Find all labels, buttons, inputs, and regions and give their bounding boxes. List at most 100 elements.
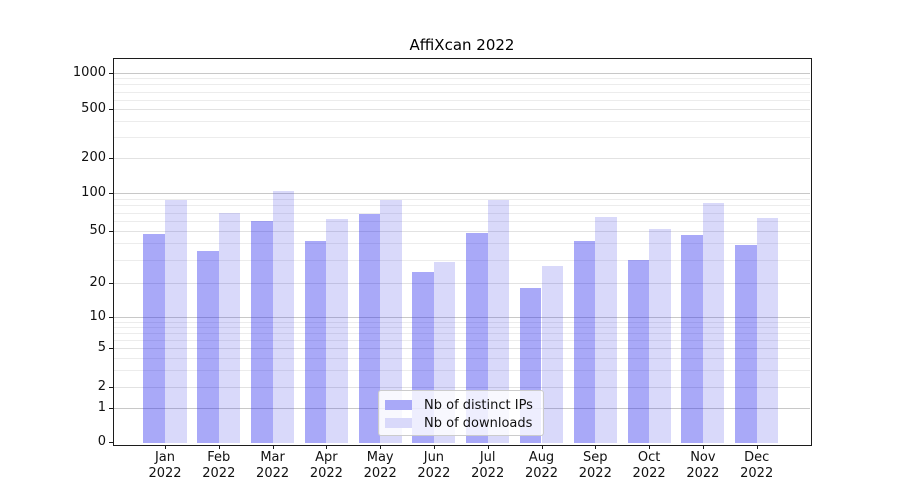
x-tick-label-dec: Dec 2022 xyxy=(740,450,774,481)
y-gridline-minor xyxy=(114,91,810,93)
x-tick xyxy=(218,445,220,449)
x-tick xyxy=(595,445,597,449)
y-tick xyxy=(109,72,113,74)
bar-downloads-jan xyxy=(165,199,187,443)
x-tick-label-apr: Apr 2022 xyxy=(309,450,343,481)
y-tick-label: 1 xyxy=(97,400,106,416)
legend-swatch-downloads xyxy=(385,418,412,428)
y-gridline-minor xyxy=(114,205,810,207)
y-tick-label: 200 xyxy=(81,150,106,166)
x-tick-label-nov: Nov 2022 xyxy=(686,450,720,481)
y-gridline-minor xyxy=(114,121,810,123)
legend-item-distinct-ips: Nb of distinct IPs xyxy=(385,396,535,414)
x-tick-label-oct: Oct 2022 xyxy=(632,450,666,481)
x-tick xyxy=(756,445,758,449)
legend-item-downloads: Nb of downloads xyxy=(385,414,535,432)
bar-downloads-sep xyxy=(595,217,617,443)
y-tick-label: 5 xyxy=(97,340,106,356)
y-tick xyxy=(109,348,113,350)
y-tick-label: 2 xyxy=(97,378,106,394)
y-tick xyxy=(109,316,113,318)
x-tick-label-may: May 2022 xyxy=(363,450,397,481)
y-gridline-minor xyxy=(114,212,810,214)
x-tick xyxy=(541,445,543,449)
y-gridline-minor xyxy=(114,369,810,371)
y-gridline xyxy=(114,282,810,284)
y-gridline-minor xyxy=(114,136,810,138)
x-tick xyxy=(487,445,489,449)
x-tick xyxy=(702,445,704,449)
bar-ips-dec xyxy=(735,244,757,443)
y-tick-label: 20 xyxy=(89,274,106,290)
y-gridline-minor xyxy=(114,220,810,222)
x-tick xyxy=(165,445,166,449)
y-tick xyxy=(109,442,113,443)
y-tick-label: 0 xyxy=(97,434,106,449)
bar-downloads-oct xyxy=(649,228,671,443)
y-tick xyxy=(109,193,113,195)
bar-downloads-aug xyxy=(541,265,564,443)
y-gridline xyxy=(114,193,810,195)
y-gridline-minor xyxy=(114,99,810,101)
y-gridline xyxy=(114,109,810,111)
bar-downloads-nov xyxy=(702,202,725,443)
bar-downloads-mar xyxy=(272,190,295,443)
y-tick-label: 10 xyxy=(89,308,106,324)
y-tick xyxy=(109,109,113,111)
y-gridline-minor xyxy=(114,339,810,341)
y-tick xyxy=(109,282,113,284)
y-gridline-minor xyxy=(114,78,810,80)
y-gridline xyxy=(114,230,810,232)
y-gridline xyxy=(114,72,810,74)
y-gridline-minor xyxy=(114,259,810,261)
bar-downloads-dec xyxy=(756,218,779,443)
x-tick xyxy=(649,445,651,449)
chart-title: AffiXcan 2022 xyxy=(409,36,515,54)
legend-label-downloads: Nb of downloads xyxy=(424,415,533,431)
y-gridline-minor xyxy=(114,243,810,245)
x-tick-label-mar: Mar 2022 xyxy=(256,450,290,481)
y-gridline xyxy=(114,316,810,318)
y-tick-label: 100 xyxy=(81,185,106,201)
y-tick xyxy=(109,158,113,160)
y-tick-label: 50 xyxy=(89,222,106,238)
y-gridline-minor xyxy=(114,332,810,334)
legend-swatch-distinct-ips xyxy=(385,400,412,410)
x-tick-label-feb: Feb 2022 xyxy=(202,450,236,481)
y-tick xyxy=(109,408,113,410)
y-gridline xyxy=(114,158,810,160)
x-tick xyxy=(380,445,382,449)
y-gridline xyxy=(114,348,810,350)
bar-ips-sep xyxy=(573,240,596,443)
x-tick xyxy=(272,445,274,449)
y-tick xyxy=(109,386,113,388)
y-gridline-minor xyxy=(114,84,810,86)
y-gridline-minor xyxy=(114,321,810,323)
legend-label-distinct-ips: Nb of distinct IPs xyxy=(424,397,533,413)
bar-ips-apr xyxy=(304,240,327,443)
y-tick-label: 500 xyxy=(81,101,106,117)
bar-downloads-apr xyxy=(326,219,348,443)
bar-ips-feb xyxy=(197,250,219,443)
y-tick xyxy=(109,230,113,232)
bar-ips-jan xyxy=(143,234,165,443)
y-tick-label: 1000 xyxy=(72,64,106,80)
legend: Nb of distinct IPs Nb of downloads xyxy=(378,390,544,436)
bar-downloads-feb xyxy=(218,213,241,443)
x-tick xyxy=(433,445,435,449)
x-tick-label-aug: Aug 2022 xyxy=(524,450,559,481)
y-gridline-minor xyxy=(114,326,810,328)
x-tick-label-sep: Sep 2022 xyxy=(578,450,612,481)
bar-ips-mar xyxy=(251,220,273,443)
bar-downloads-may xyxy=(380,200,402,443)
x-tick-label-jun: Jun 2022 xyxy=(417,450,451,481)
bar-downloads-jul xyxy=(487,200,510,443)
bar-ips-oct xyxy=(627,259,650,443)
bar-ips-may xyxy=(358,214,381,443)
x-tick-label-jan: Jan 2022 xyxy=(148,450,182,481)
x-tick xyxy=(326,445,328,449)
bar-ips-nov xyxy=(681,235,703,443)
y-gridline xyxy=(114,386,810,388)
x-tick-label-jul: Jul 2022 xyxy=(471,450,505,481)
